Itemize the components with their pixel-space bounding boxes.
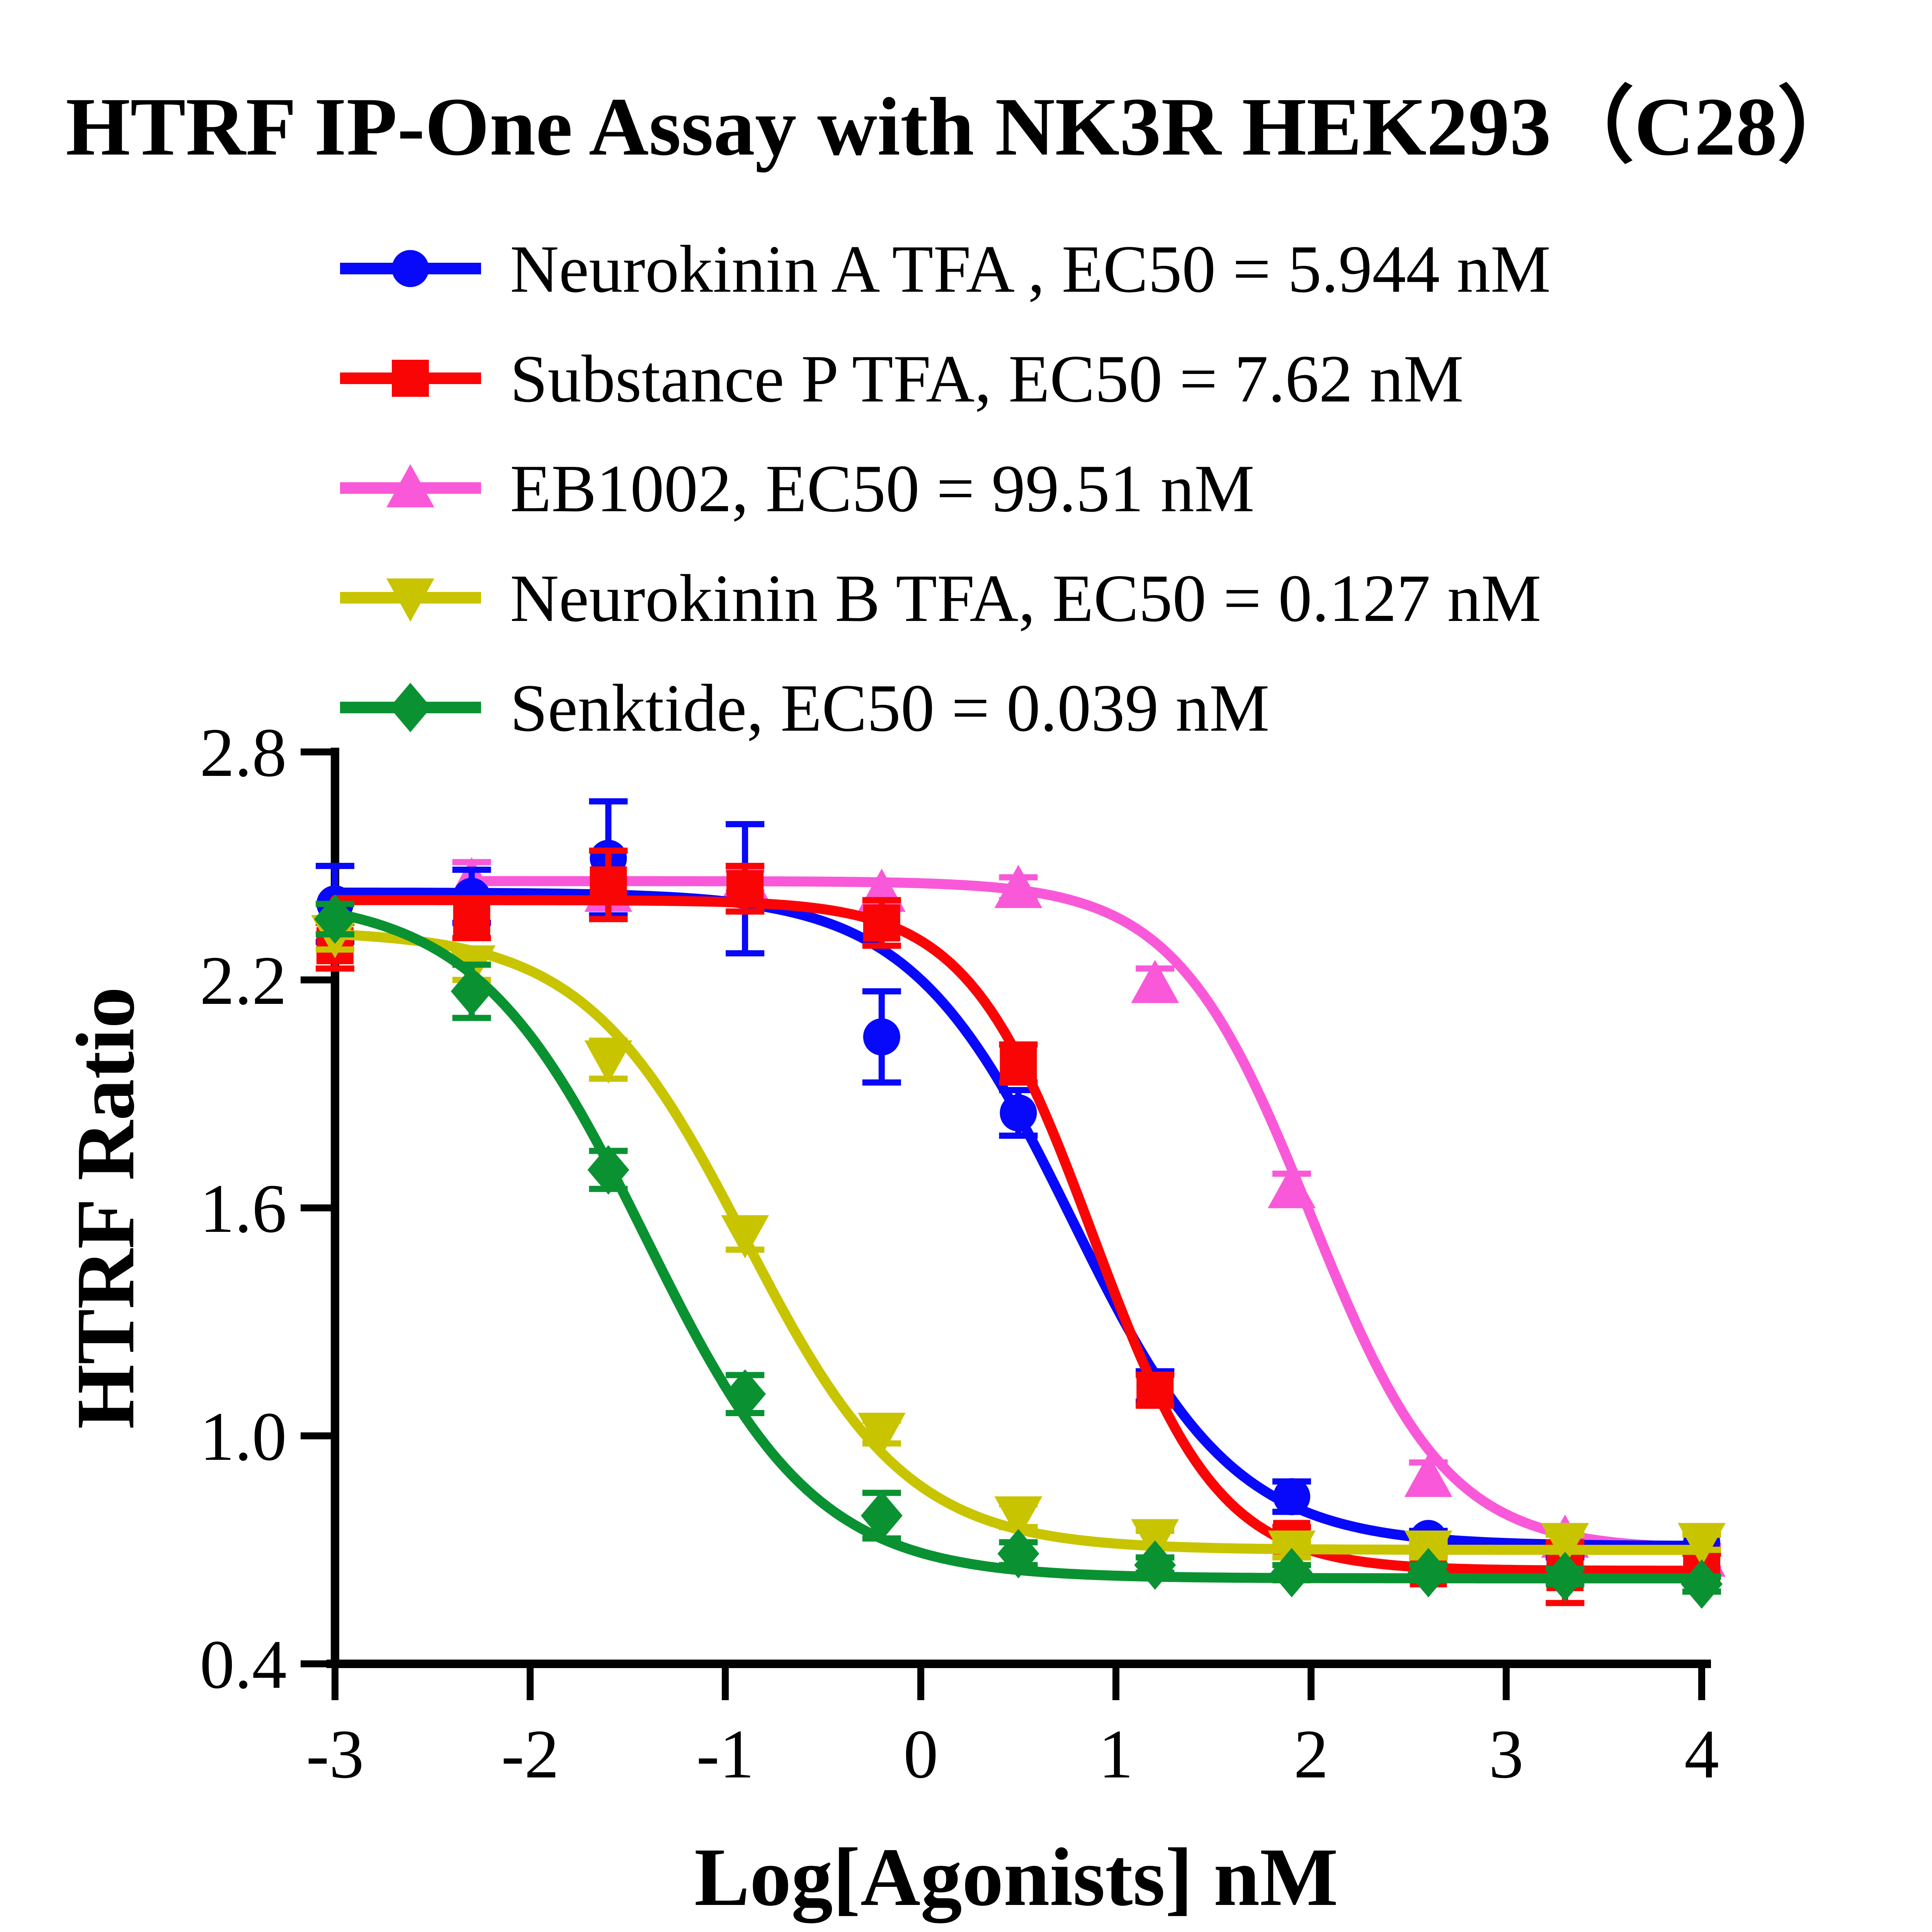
data-point-diamond: [861, 1491, 903, 1541]
x-tick-label: -1: [696, 1716, 754, 1793]
legend-item-eb1002: EB1002, EC50 = 99.51 nM: [340, 451, 1255, 526]
legend-triangle-down-icon: [386, 578, 434, 622]
x-tick-label: 0: [903, 1716, 938, 1793]
legend: Neurokinin A TFA , EC50 = 5.944 nM Subst…: [340, 231, 1551, 745]
data-point-triangle-down: [1678, 1523, 1726, 1566]
data-point-square: [1000, 1045, 1037, 1082]
legend-triangle-up-icon: [386, 464, 434, 507]
fit-curve: [330, 929, 1707, 1555]
legend-item-substance-p: Substance P TFA, EC50 = 7.62 nM: [340, 341, 1464, 416]
legend-label: Senktide, EC50 = 0.039 nM: [510, 670, 1269, 745]
y-tick-label: 2.8: [200, 714, 287, 791]
legend-circle-icon: [392, 250, 429, 287]
data-point-diamond: [587, 1145, 629, 1195]
data-point-circle: [1273, 1478, 1310, 1515]
data-point-square: [1136, 1372, 1174, 1409]
data-point-triangle-up: [1404, 1454, 1452, 1497]
fit-curve: [330, 895, 1707, 1576]
y-axis: 2.8 2.2 1.6 1.0 0.4 HTRF Ratio: [59, 714, 339, 1703]
x-axis: -3 -2 -1 0 1 2 3 4 Log[Agonists] nM: [306, 1660, 1719, 1923]
series-neurokinin-a-tfa: [316, 798, 1721, 1568]
data-point-triangle-down: [994, 1496, 1043, 1540]
data-point-square: [590, 866, 627, 904]
data-point-diamond: [1270, 1548, 1313, 1597]
data-point-diamond: [1544, 1551, 1586, 1601]
legend-item-senktide: Senktide, EC50 = 0.039 nM: [340, 670, 1269, 745]
legend-item-neurokinin-a: Neurokinin A TFA , EC50 = 5.944 nM: [340, 231, 1551, 306]
data-point-square: [863, 904, 900, 942]
legend-diamond-icon: [389, 683, 431, 732]
y-axis-title: HTRF Ratio: [59, 987, 151, 1429]
x-tick-label: -2: [501, 1716, 559, 1793]
fit-curve: [330, 888, 1707, 1551]
data-point-diamond: [451, 966, 493, 1016]
fit-curve: [330, 908, 1707, 1583]
series-neurokinin-b-tfa: [311, 915, 1726, 1574]
legend-label: Neurokinin B TFA, EC50 = 0.127 nM: [510, 561, 1541, 636]
legend-label: Neurokinin A TFA , EC50 = 5.944 nM: [510, 231, 1551, 306]
y-tick-label: 1.6: [200, 1170, 287, 1247]
x-tick-label: 1: [1099, 1716, 1133, 1793]
x-tick-label: -3: [306, 1716, 364, 1793]
data-point-diamond: [997, 1529, 1039, 1578]
series-senktide: [314, 894, 1723, 1609]
data-point-triangle-up: [994, 865, 1043, 908]
legend-item-neurokinin-b: Neurokinin B TFA, EC50 = 0.127 nM: [340, 561, 1541, 636]
data-point-circle: [863, 1018, 900, 1056]
chart-title: HTRF IP-One Assay with NK3R HEK293（C28）: [66, 80, 1861, 173]
data-point-triangle-down: [584, 1040, 633, 1084]
y-tick-label: 1.0: [200, 1398, 287, 1475]
data-point-diamond: [314, 894, 356, 944]
legend-label: Substance P TFA, EC50 = 7.62 nM: [510, 341, 1464, 416]
y-tick-label: 0.4: [200, 1626, 287, 1703]
fit-curve: [466, 876, 1707, 1553]
x-axis-title: Log[Agonists] nM: [694, 1831, 1338, 1923]
data-point-triangle-down: [857, 1413, 906, 1456]
data-point-diamond: [1134, 1540, 1176, 1590]
x-tick-label: 2: [1294, 1716, 1328, 1793]
legend-square-icon: [392, 360, 429, 397]
x-tick-label: 4: [1684, 1716, 1719, 1793]
data-point-triangle-up: [1131, 959, 1179, 1003]
data-point-diamond: [1681, 1559, 1723, 1609]
data-point-triangle-down: [1541, 1523, 1589, 1566]
data-point-triangle-up: [1267, 1165, 1316, 1208]
plot-area: [311, 798, 1726, 1609]
data-point-square: [726, 870, 764, 907]
data-point-square: [453, 900, 490, 938]
y-tick-label: 2.2: [200, 942, 287, 1019]
legend-label: EB1002, EC50 = 99.51 nM: [510, 451, 1255, 526]
data-point-diamond: [1407, 1548, 1449, 1597]
data-point-triangle-down: [721, 1215, 769, 1259]
data-point-diamond: [724, 1369, 766, 1419]
x-tick-label: 3: [1489, 1716, 1524, 1793]
data-point-circle: [1000, 1094, 1037, 1132]
